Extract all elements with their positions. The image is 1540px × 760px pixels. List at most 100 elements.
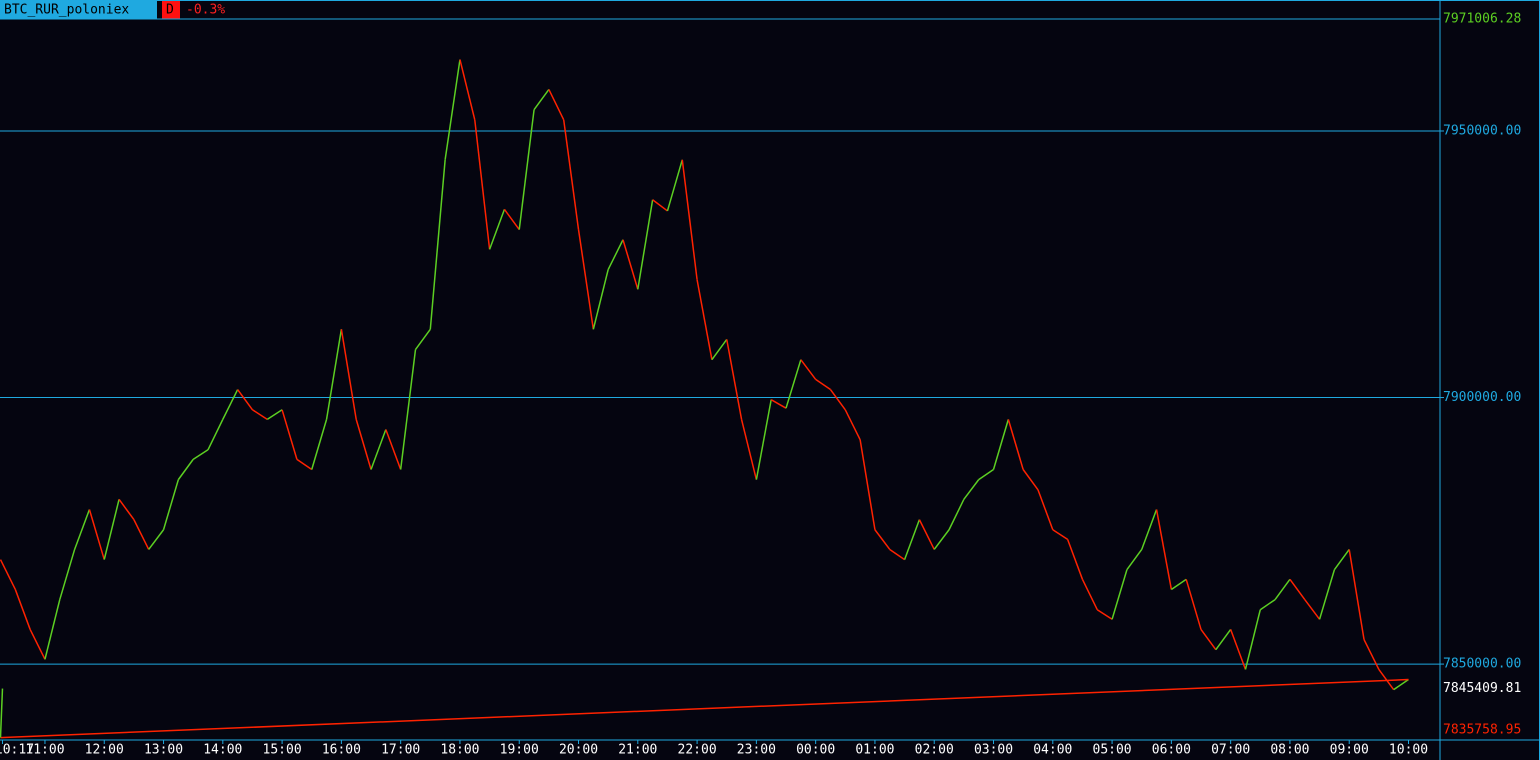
price-segment xyxy=(459,59,476,120)
price-segment xyxy=(73,509,91,550)
price-segment xyxy=(222,389,239,420)
price-segment xyxy=(1348,549,1365,640)
price-segment xyxy=(1363,639,1380,670)
price-segment xyxy=(918,519,935,550)
price-segment xyxy=(118,498,135,521)
price-segment xyxy=(1259,598,1276,611)
x-tick-label: 01:00 xyxy=(855,743,894,758)
price-segment xyxy=(1022,469,1039,491)
price-segment xyxy=(148,529,165,550)
price-segment xyxy=(725,339,743,420)
price-segment xyxy=(829,389,846,411)
price-segment xyxy=(948,499,965,531)
price-segment xyxy=(607,239,624,270)
price-segment xyxy=(207,419,224,451)
x-tick-label: 22:00 xyxy=(678,743,717,758)
price-segment xyxy=(978,468,994,481)
price-segment xyxy=(1289,578,1306,601)
x-tick-label: 19:00 xyxy=(500,743,539,758)
price-segment xyxy=(325,329,343,420)
x-tick-label: 14:00 xyxy=(203,743,242,758)
price-segment xyxy=(1318,569,1336,620)
x-tick-label: 12:00 xyxy=(85,743,124,758)
x-tick-label: 08:00 xyxy=(1270,743,1309,758)
price-segment xyxy=(622,239,639,290)
price-segment xyxy=(237,389,254,411)
symbol: BTC_RUR_poloniex xyxy=(4,3,129,18)
price-segment xyxy=(0,688,4,738)
low-label: 7835758.95 xyxy=(1443,723,1521,738)
x-tick-label: 06:00 xyxy=(1152,743,1191,758)
last-price: 7845409.81 xyxy=(1443,681,1521,696)
price-segment xyxy=(903,519,921,560)
price-segment xyxy=(252,409,268,421)
price-segment xyxy=(88,509,105,560)
price-segment xyxy=(1378,668,1395,691)
price-segment xyxy=(177,458,194,481)
price-segment xyxy=(103,499,120,560)
price-segment xyxy=(44,599,61,660)
x-tick-label: 13:00 xyxy=(144,743,183,758)
price-segment xyxy=(562,119,580,230)
price-segment xyxy=(162,479,180,530)
x-tick-label: 00:00 xyxy=(796,743,835,758)
price-segment xyxy=(488,209,506,250)
price-segment xyxy=(192,449,209,461)
timeframe-box[interactable] xyxy=(162,1,180,19)
x-tick-label: 18:00 xyxy=(440,743,479,758)
price-segment xyxy=(340,329,357,420)
price-segment xyxy=(385,429,402,470)
price-segment xyxy=(785,359,802,409)
price-segment xyxy=(681,159,698,280)
price-segment xyxy=(444,59,461,160)
price-segment xyxy=(874,529,891,550)
price-segment xyxy=(1141,509,1158,550)
price-segment xyxy=(1185,579,1202,630)
price-segment xyxy=(474,119,491,250)
price-segment xyxy=(311,419,328,470)
high-label: 7971006.28 xyxy=(1443,12,1521,27)
x-tick-label: 10:00 xyxy=(1389,743,1428,758)
price-segment xyxy=(592,269,609,330)
price-segment xyxy=(800,359,817,380)
price-segment xyxy=(963,479,980,500)
price-segment xyxy=(652,199,668,212)
timeframe[interactable]: D xyxy=(166,3,174,18)
price-segment xyxy=(296,458,313,471)
price-segment xyxy=(666,159,683,212)
price-segment xyxy=(740,419,758,480)
x-tick-label: 11:00 xyxy=(25,743,64,758)
x-tick-label: 07:00 xyxy=(1211,743,1250,758)
price-segment xyxy=(133,519,150,550)
price-segment xyxy=(992,419,1010,470)
price-segment xyxy=(844,409,861,440)
price-segment xyxy=(266,409,283,421)
price-segment xyxy=(1274,578,1291,601)
x-tick-label: 09:00 xyxy=(1330,743,1369,758)
price-segment xyxy=(533,88,550,111)
price-segment xyxy=(429,159,446,330)
price-segment xyxy=(29,629,46,660)
price-segment xyxy=(755,399,772,480)
price-segment xyxy=(1215,628,1232,651)
price-segment xyxy=(548,89,565,121)
change: -0.3% xyxy=(186,3,225,18)
x-tick-label: 15:00 xyxy=(263,743,302,758)
price-segment xyxy=(399,349,417,470)
price-segment xyxy=(696,279,713,360)
price-segment xyxy=(1304,599,1321,620)
price-segment xyxy=(711,338,728,361)
x-tick-label: 21:00 xyxy=(618,743,657,758)
symbol-box xyxy=(0,1,157,19)
x-tick-label: 23:00 xyxy=(737,743,776,758)
price-segment xyxy=(1081,578,1098,611)
x-tick-label: 05:00 xyxy=(1093,743,1132,758)
x-tick-label: 04:00 xyxy=(1033,743,1072,758)
price-segment xyxy=(1111,569,1128,620)
price-segment xyxy=(1244,609,1262,670)
x-tick-label: 20:00 xyxy=(559,743,598,758)
price-segment xyxy=(1052,529,1069,540)
x-tick-label: 02:00 xyxy=(915,743,954,758)
